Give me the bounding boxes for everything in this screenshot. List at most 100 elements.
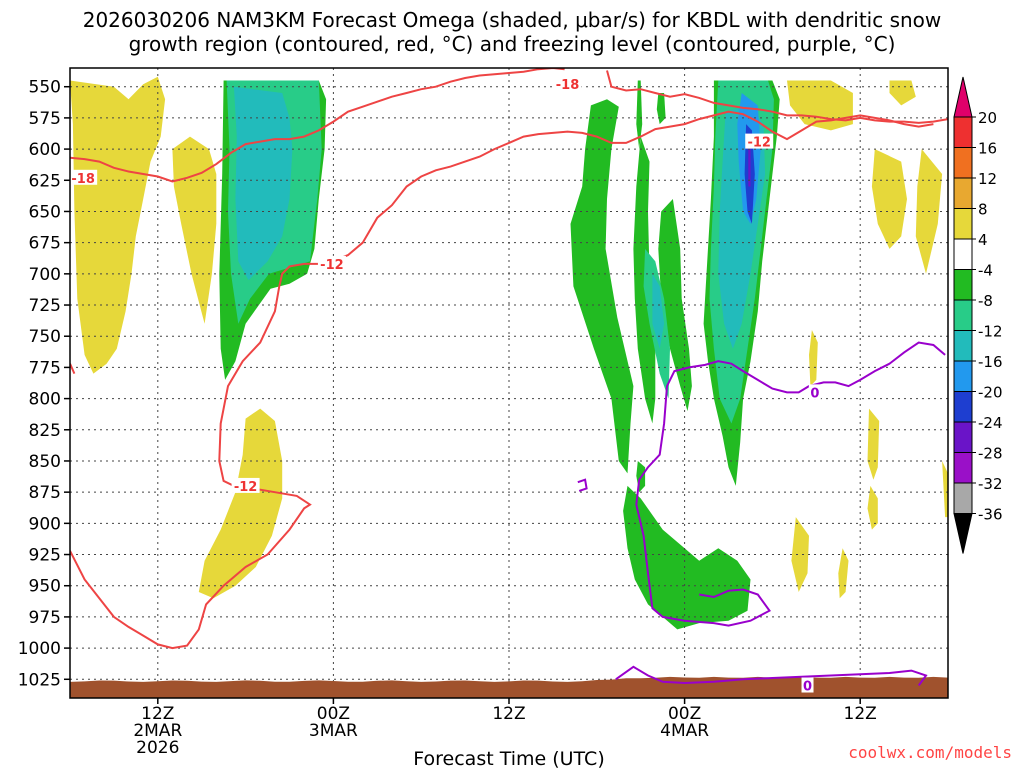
x-tick-label: 12Z — [141, 704, 174, 724]
colorbar-segment — [953, 330, 973, 362]
omega-region-5 — [871, 149, 907, 249]
colorbar-segment — [953, 391, 973, 423]
y-tick-label: 850 — [29, 452, 61, 472]
omega-region-9 — [791, 517, 809, 592]
omega-region-16 — [656, 93, 666, 125]
x-tick-label: 2026 — [136, 738, 179, 758]
omega-region-1 — [172, 136, 217, 324]
y-tick-label: 800 — [29, 390, 61, 410]
y-tick-label: 950 — [29, 577, 61, 597]
colorbar-label: 4 — [978, 231, 988, 249]
contour-label-bg — [69, 169, 98, 185]
x-tick-label: 00Z — [668, 704, 701, 724]
y-tick-label: 1000 — [18, 639, 61, 659]
y-tick-label: 550 — [29, 78, 61, 98]
colorbar-segment — [953, 482, 973, 514]
colorbar-label: 20 — [978, 109, 997, 127]
contour-label: -18 — [556, 78, 580, 93]
contour-label-bg — [317, 255, 346, 271]
omega-region-2 — [198, 408, 283, 599]
contour-label-bg — [801, 677, 814, 693]
omega-region-0 — [70, 76, 166, 374]
omega-region-27 — [652, 273, 665, 349]
colorbar-segment — [953, 116, 973, 148]
colorbar-label: -28 — [978, 445, 1003, 463]
colorbar-label: 12 — [978, 170, 997, 188]
y-tick-label: 600 — [29, 140, 61, 160]
y-tick-label: 775 — [29, 358, 61, 378]
colorbar-segment — [953, 360, 973, 392]
x-tick-label: 3MAR — [309, 721, 358, 741]
colorbar-label: -20 — [978, 384, 1003, 402]
x-tick-label: 12Z — [492, 704, 525, 724]
contour-label-bg — [231, 477, 260, 493]
y-tick-label: 675 — [29, 234, 61, 254]
contour-label: -12 — [320, 258, 344, 273]
colorbar-segment — [953, 299, 973, 331]
x-axis-label: Forecast Time (UTC) — [413, 748, 604, 768]
colorbar-segment — [953, 238, 973, 270]
omega-region-18 — [658, 199, 692, 412]
y-tick-label: 725 — [29, 296, 61, 316]
red-contour-1 — [606, 70, 948, 124]
omega-region-20 — [623, 485, 751, 630]
colorbar-label: -24 — [978, 414, 1003, 432]
chart-title-line-2: growth region (contoured, red, °C) and f… — [128, 32, 896, 56]
colorbar-segment — [953, 208, 973, 240]
y-tick-label: 825 — [29, 421, 61, 441]
contour-label-bg — [745, 133, 774, 149]
contour-labels: -18 -18 -12 -12 -12 0 0 — [69, 76, 821, 695]
omega-region-30 — [748, 142, 751, 187]
red-contour-0 — [70, 68, 565, 183]
y-tick-label: 750 — [29, 327, 61, 347]
purple-contour-2 — [577, 478, 588, 492]
y-tick-label: 925 — [29, 546, 61, 566]
purple-contour-0 — [615, 665, 928, 687]
omega-region-15 — [636, 80, 643, 150]
credit-text: coolwx.com/models — [848, 743, 1012, 762]
omega-region-12 — [809, 330, 818, 387]
red-contour-2 — [70, 110, 934, 650]
y-tick-label: 625 — [29, 171, 61, 191]
y-tick-label: 575 — [29, 109, 61, 129]
grid-lines — [70, 68, 948, 698]
y-axis-ticks: 550 575 600 625 650 675 700 725 750 775 800 825 850 8… — [18, 78, 70, 690]
contour-lines — [70, 68, 948, 687]
x-tick-label: 2MAR — [133, 721, 182, 741]
y-tick-label: 1025 — [18, 670, 61, 690]
x-tick-label: 00Z — [317, 704, 350, 724]
y-tick-label: 875 — [29, 483, 61, 503]
contour-label: 0 — [803, 680, 812, 695]
contour-label: -12 — [747, 136, 771, 151]
colorbar-label: -8 — [978, 292, 993, 310]
terrain-band — [70, 676, 948, 698]
colorbar-label: -32 — [978, 475, 1003, 493]
contour-label: -12 — [234, 480, 258, 495]
colorbar-label: -36 — [978, 506, 1003, 524]
contour-label: 0 — [810, 386, 819, 401]
colorbar-arrow-bottom — [953, 513, 973, 554]
colorbar-segment — [953, 147, 973, 179]
terrain-fill — [70, 676, 948, 698]
omega-region-8 — [867, 485, 878, 530]
omega-region-7 — [867, 408, 880, 480]
omega-region-25 — [233, 86, 293, 281]
contour-label-bg — [808, 384, 821, 400]
y-tick-label: 900 — [29, 514, 61, 534]
chart-title-line-1: 2026030206 NAM3KM Forecast Omega (shaded… — [82, 8, 942, 32]
colorbar: 20 16 12 8 4 -4 -8 -12 -16 -20 -24 -28 -32 -36 — [953, 76, 1003, 554]
colorbar-segment — [953, 421, 973, 453]
colorbar-label: 8 — [978, 201, 988, 219]
colorbar-segment — [953, 177, 973, 209]
omega-region-14 — [570, 99, 634, 474]
colorbar-label: -12 — [978, 323, 1003, 341]
x-tick-label: 4MAR — [660, 721, 709, 741]
y-tick-label: 650 — [29, 202, 61, 222]
purple-contour-1 — [635, 341, 946, 627]
x-tick-label: 12Z — [844, 704, 877, 724]
colorbar-label: -4 — [978, 262, 993, 280]
omega-region-11 — [942, 461, 948, 518]
y-tick-label: 700 — [29, 265, 61, 285]
colorbar-segment — [953, 269, 973, 301]
